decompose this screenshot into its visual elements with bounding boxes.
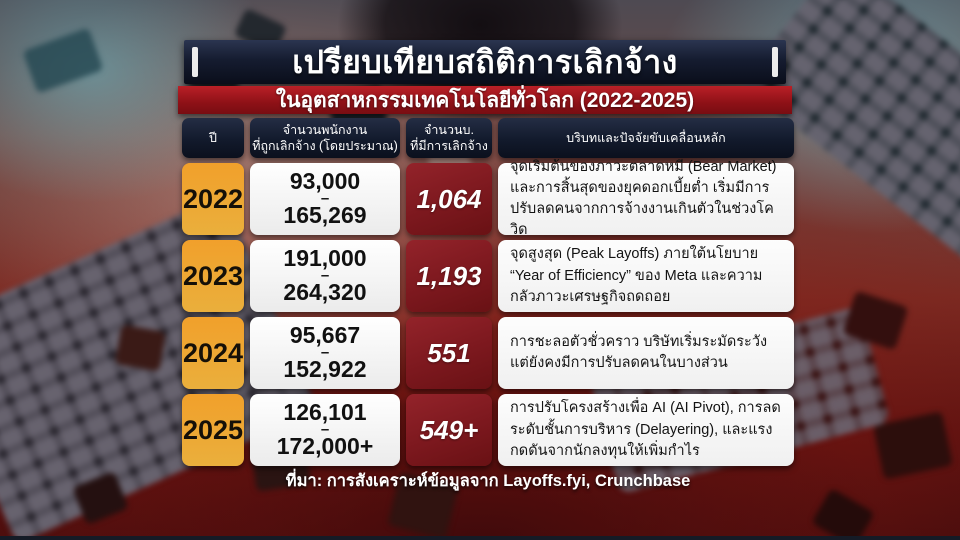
context-text: จุดเริ่มต้นของภาวะตลาดหมี (Bear Market) … [510, 158, 777, 239]
employees-max: 264,320 [283, 279, 367, 306]
companies-value: 1,064 [416, 183, 482, 214]
companies-value: 551 [427, 337, 471, 368]
range-dash: – [320, 266, 330, 284]
employees-min: 191,000 [283, 245, 367, 272]
employees-max: 152,922 [283, 356, 367, 383]
employees-range-cell: 191,000 – 264,320 [250, 240, 400, 312]
year-value: 2025 [182, 414, 244, 445]
context-text: การปรับโครงสร้างเพื่อ AI (AI Pivot), การ… [510, 400, 781, 459]
column-header-context: บริบทและปัจจัยขับเคลื่อนหลัก [498, 118, 794, 158]
range-dash: – [320, 189, 330, 207]
context-text: การชะลอตัวชั่วคราว บริษัทเริ่มระมัดระวัง… [510, 333, 768, 371]
companies-count-cell: 1,193 [406, 240, 492, 312]
context-text: จุดสูงสุด (Peak Layoffs) ภายใต้นโยบาย “Y… [510, 246, 763, 305]
companies-count-cell: 549+ [406, 394, 492, 466]
employees-min: 93,000 [289, 168, 361, 195]
employees-min: 126,101 [283, 399, 367, 426]
year-value: 2022 [182, 183, 244, 214]
context-cell: จุดเริ่มต้นของภาวะตลาดหมี (Bear Market) … [498, 159, 794, 238]
context-cell: การปรับโครงสร้างเพื่อ AI (AI Pivot), การ… [498, 394, 794, 466]
employees-min: 95,667 [289, 322, 361, 349]
column-header-companies: จำนวนบ. ที่มีการเลิกจ้าง [406, 118, 492, 158]
header-label: ที่มีการเลิกจ้าง [410, 139, 488, 153]
employees-range-cell: 126,101 – 172,000+ [250, 394, 400, 466]
layoff-stats-table: ปี จำนวนพนักงาน ที่ถูกเลิกจ้าง (โดยประมา… [182, 118, 794, 466]
companies-count-cell: 551 [406, 317, 492, 389]
companies-value: 1,193 [416, 260, 482, 291]
year-cell: 2022 [182, 163, 244, 235]
keycap-image [811, 488, 875, 540]
year-cell: 2025 [182, 394, 244, 466]
context-cell: การชะลอตัวชั่วคราว บริษัทเริ่มระมัดระวัง… [498, 317, 794, 389]
employees-range-cell: 95,667 – 152,922 [250, 317, 400, 389]
header-label: จำนวนพนักงาน [282, 122, 368, 137]
column-header-employees: จำนวนพนักงาน ที่ถูกเลิกจ้าง (โดยประมาณ) [250, 118, 400, 158]
page-title: เปรียบเทียบสถิติการเลิกจ้าง [292, 43, 678, 80]
range-dash: – [320, 420, 330, 438]
title-banner: เปรียบเทียบสถิติการเลิกจ้าง [184, 40, 786, 84]
companies-value: 549+ [419, 414, 479, 445]
year-value: 2023 [182, 260, 244, 291]
bottom-border-strip [0, 536, 960, 540]
employees-max: 165,269 [283, 202, 367, 229]
source-credit: ที่มา: การสังเคราะห์ข้อมูลจาก Layoffs.fy… [285, 472, 691, 490]
header-label: บริบทและปัจจัยขับเคลื่อนหลัก [566, 130, 726, 145]
keycap-image [22, 27, 104, 94]
banner-edge-bar [772, 47, 778, 77]
employees-max: 172,000+ [276, 433, 374, 460]
banner-edge-bar [192, 47, 198, 77]
year-value: 2024 [182, 337, 244, 368]
header-label: ที่ถูกเลิกจ้าง (โดยประมาณ) [252, 139, 398, 153]
year-cell: 2024 [182, 317, 244, 389]
page-subtitle: ในอุตสาหกรรมเทคโนโลยีทั่วโลก (2022-2025) [275, 88, 695, 112]
subtitle-banner: ในอุตสาหกรรมเทคโนโลยีทั่วโลก (2022-2025) [178, 86, 792, 114]
keycap-image [873, 411, 953, 480]
header-label: ปี [209, 130, 217, 145]
column-header-year: ปี [182, 118, 244, 158]
year-cell: 2023 [182, 240, 244, 312]
header-label: จำนวนบ. [424, 122, 474, 137]
context-cell: จุดสูงสุด (Peak Layoffs) ภายใต้นโยบาย “Y… [498, 240, 794, 312]
range-dash: – [320, 343, 330, 361]
keycap-image [114, 324, 167, 372]
companies-count-cell: 1,064 [406, 163, 492, 235]
employees-range-cell: 93,000 – 165,269 [250, 163, 400, 235]
